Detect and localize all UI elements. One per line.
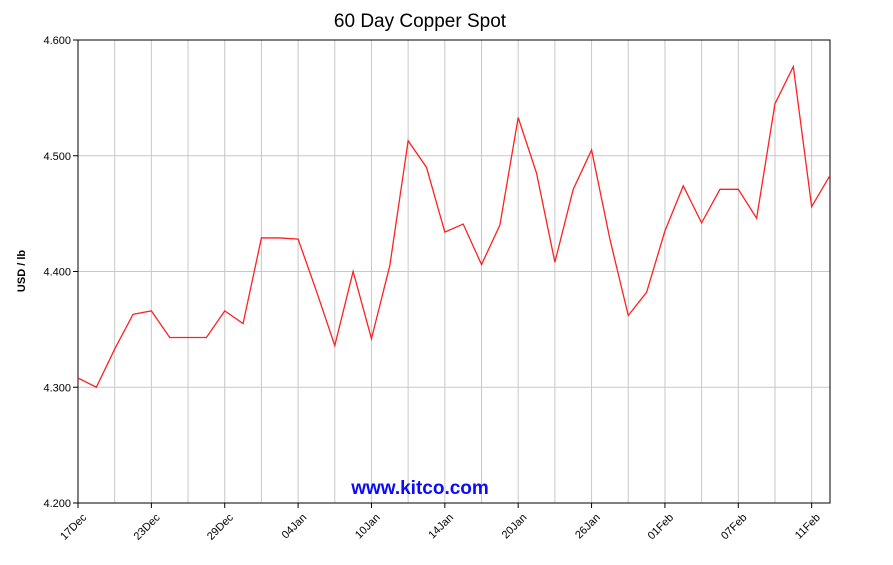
x-tick-label: 07Feb	[719, 512, 750, 543]
x-tick-label: 17Dec	[58, 511, 89, 542]
y-tick-label: 4.400	[43, 267, 71, 279]
x-tick-label: 14Jan	[426, 512, 456, 542]
x-tick-label: 26Jan	[573, 512, 603, 542]
watermark: www.kitco.com	[350, 478, 489, 499]
x-tick-label: 29Dec	[205, 511, 236, 542]
y-tick-label: 4.300	[43, 382, 71, 394]
x-tick-label: 11Feb	[793, 512, 823, 542]
x-tick-label: 23Dec	[132, 511, 163, 542]
chart-title: 60 Day Copper Spot	[334, 11, 507, 32]
y-tick-label: 4.200	[43, 498, 71, 510]
x-tick-label: 04Jan	[280, 512, 310, 542]
x-tick-label: 10Jan	[353, 512, 383, 542]
x-tick-label: 01Feb	[646, 512, 677, 543]
y-axis-label: USD / lb	[16, 250, 28, 292]
x-tick-label: 20Jan	[500, 512, 530, 542]
y-tick-label: 4.500	[43, 151, 71, 163]
plot-frame	[77, 39, 831, 504]
y-tick-label: 4.600	[43, 35, 71, 47]
data-line	[77, 64, 831, 389]
